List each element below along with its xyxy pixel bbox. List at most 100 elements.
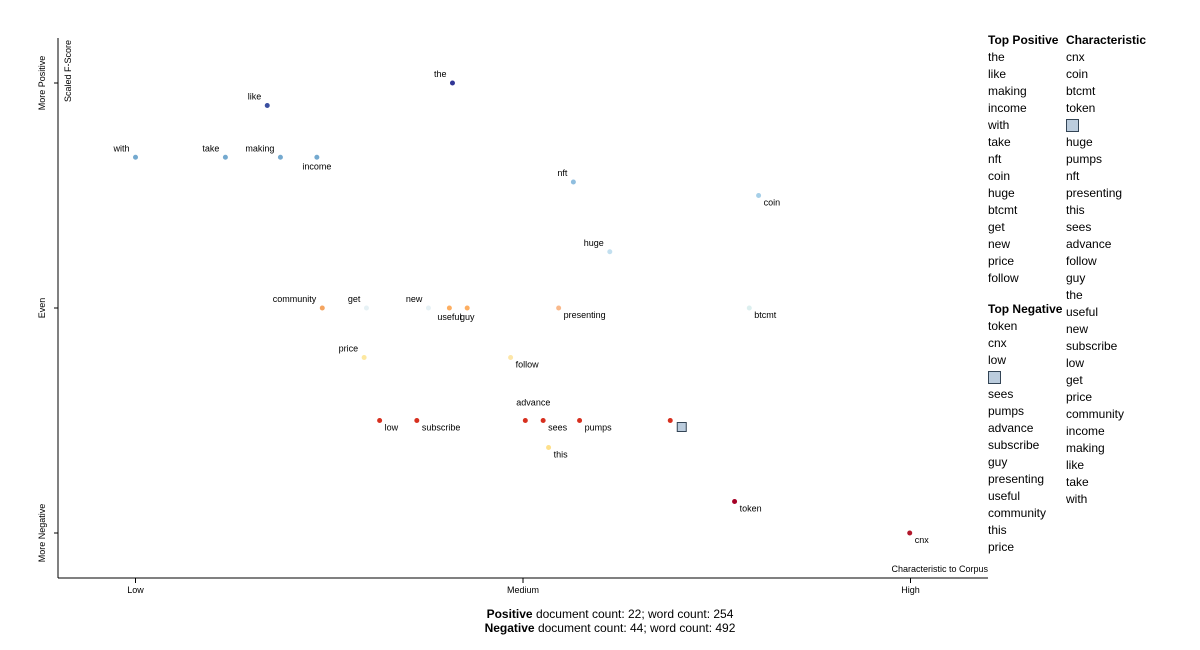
list-item: the [988, 50, 1005, 64]
list-item: new [988, 237, 1011, 251]
x-axis-label: Characteristic to Corpus [891, 564, 988, 574]
list-item: follow [1066, 254, 1097, 268]
y-axis-label: Scaled F-Score [63, 40, 73, 102]
list-item: income [1066, 424, 1105, 438]
point [522, 418, 528, 423]
point [556, 305, 562, 311]
list-title: Top Negative [988, 302, 1063, 316]
list-item: like [988, 67, 1007, 81]
point [570, 179, 576, 185]
point [540, 418, 546, 423]
item-icon [988, 371, 1001, 384]
list-item: get [1066, 373, 1083, 387]
point-label: income [302, 161, 331, 171]
point-label: community [273, 294, 317, 304]
point-label: coin [764, 198, 781, 208]
top-positive-list: Top Positive the like making income with take n… [988, 32, 1058, 287]
point [446, 305, 452, 311]
point-label: take [202, 143, 219, 153]
point-label: the [434, 69, 447, 79]
point-label: useful [437, 312, 461, 322]
list-item: community [988, 506, 1047, 520]
list-item: this [1066, 203, 1085, 217]
list-item: take [1066, 475, 1089, 489]
point-label: nft [557, 168, 568, 178]
list-item [1066, 117, 1146, 134]
point [222, 154, 228, 160]
list-item: price [988, 254, 1015, 268]
point [361, 355, 367, 360]
point [746, 305, 752, 311]
point-label: low [385, 423, 399, 433]
list-item [988, 369, 1062, 386]
list-item: price [988, 540, 1015, 554]
list-item: pumps [1066, 152, 1103, 166]
point [314, 154, 320, 160]
point [907, 530, 913, 536]
list-item: coin [988, 169, 1011, 183]
item-icon [1066, 119, 1079, 132]
y-tick-label: Even [37, 298, 47, 319]
list-item: presenting [988, 472, 1045, 486]
point [133, 154, 138, 160]
point [607, 249, 613, 255]
point [277, 154, 283, 160]
point-label: sees [548, 423, 568, 433]
footer: Positive document count: 22; word count:… [0, 607, 1200, 635]
point-label: follow [516, 360, 540, 370]
point-label: btcmt [754, 310, 777, 320]
list-item: like [1066, 458, 1085, 472]
point-label: advance [516, 398, 550, 408]
point-label: guy [460, 312, 475, 322]
list-item: huge [988, 186, 1015, 200]
point [264, 103, 270, 108]
list-item: guy [1066, 271, 1086, 285]
list-item: take [988, 135, 1011, 149]
x-tick-label: Medium [507, 585, 539, 595]
y-tick-label: More Negative [37, 504, 47, 563]
list-item: this [988, 523, 1007, 537]
point [464, 305, 470, 311]
list-item: token [1066, 101, 1096, 115]
point-label: cnx [915, 535, 930, 545]
point [667, 418, 673, 423]
list-item: with [988, 118, 1010, 132]
list-title: Top Positive [988, 33, 1059, 47]
point [414, 418, 420, 423]
list-item: token [988, 319, 1018, 333]
list-item: get [988, 220, 1005, 234]
list-item: nft [988, 152, 1002, 166]
list-item: huge [1066, 135, 1093, 149]
list-item: price [1066, 390, 1093, 404]
footer-label: Positive [486, 607, 533, 621]
point-label: this [554, 450, 569, 460]
point [577, 418, 583, 423]
point [508, 355, 514, 360]
point [363, 305, 369, 311]
list-item: the [1066, 288, 1083, 302]
list-item: guy [988, 455, 1008, 469]
list-item: advance [1066, 237, 1112, 251]
point [756, 193, 762, 198]
point [319, 305, 325, 311]
top-negative-list: Top Negative token cnx low sees pumps advance s… [988, 301, 1062, 556]
point-icon [676, 422, 687, 432]
list-item: subscribe [1066, 339, 1118, 353]
point [425, 305, 431, 311]
point-label: making [245, 143, 274, 153]
point-label: pumps [585, 423, 613, 433]
list-item: low [1066, 356, 1085, 370]
footer-text: document count: 44; word count: 492 [534, 621, 736, 635]
point-label: with [112, 143, 129, 153]
footer-label: Negative [484, 621, 535, 635]
point [449, 80, 455, 86]
footer-text: document count: 22; word count: 254 [532, 607, 734, 621]
list-item: low [988, 353, 1007, 367]
list-item: income [988, 101, 1027, 115]
y-tick-label: More Positive [37, 56, 47, 111]
point-label: new [406, 294, 423, 304]
x-tick-label: Low [127, 585, 144, 595]
point-label: token [740, 504, 762, 514]
list-item: useful [1066, 305, 1099, 319]
list-item: coin [1066, 67, 1089, 81]
